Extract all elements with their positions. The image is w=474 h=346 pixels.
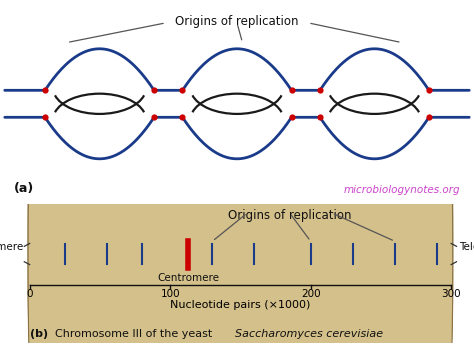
Text: Nucleotide pairs (×1000): Nucleotide pairs (×1000) [170, 300, 310, 310]
Text: Origins of replication: Origins of replication [175, 15, 299, 28]
Text: (b): (b) [30, 329, 52, 339]
Text: Saccharomyces cerevisiae: Saccharomyces cerevisiae [235, 329, 383, 339]
FancyBboxPatch shape [28, 168, 453, 346]
Text: 100: 100 [160, 289, 180, 299]
Text: 0: 0 [27, 289, 33, 299]
Text: Telomere: Telomere [0, 242, 23, 252]
Text: Origins of replication: Origins of replication [228, 209, 351, 222]
Text: microbiologynotes.org: microbiologynotes.org [343, 185, 460, 195]
Text: Centromere: Centromere [157, 273, 219, 283]
Text: Telomere: Telomere [459, 242, 474, 252]
FancyBboxPatch shape [28, 156, 453, 340]
Text: 300: 300 [441, 289, 461, 299]
Text: (a): (a) [14, 182, 35, 195]
Text: Chromosome III of the yeast: Chromosome III of the yeast [55, 329, 216, 339]
Text: 200: 200 [301, 289, 320, 299]
